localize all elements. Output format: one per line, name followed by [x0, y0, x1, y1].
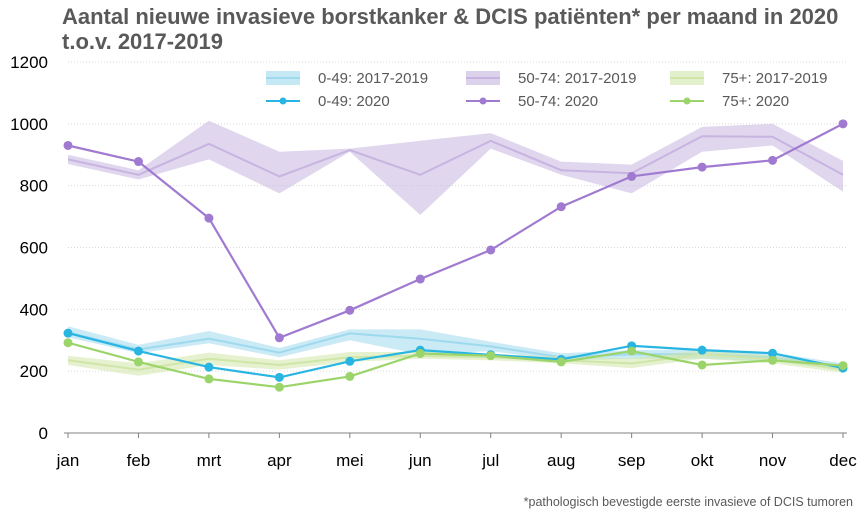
- x-tick-label: feb: [127, 451, 151, 470]
- data-point: [274, 382, 284, 392]
- data-point: [204, 213, 214, 223]
- x-tick-label: jan: [56, 451, 80, 470]
- x-tick-label: sep: [618, 451, 645, 470]
- band-area: [68, 120, 843, 215]
- legend-label: 0-49: 2020: [318, 93, 390, 110]
- data-point: [415, 349, 425, 359]
- x-tick-label: nov: [759, 451, 787, 470]
- data-point: [486, 351, 496, 361]
- x-tick-label: jun: [408, 451, 432, 470]
- data-point: [345, 371, 355, 381]
- y-tick-label: 800: [20, 177, 48, 196]
- data-point: [556, 357, 566, 367]
- x-tick-label: apr: [267, 451, 292, 470]
- y-tick-label: 1200: [10, 53, 48, 72]
- data-point: [768, 355, 778, 365]
- data-point: [345, 356, 355, 366]
- data-point: [486, 245, 496, 255]
- legend-label: 50-74: 2017-2019: [518, 70, 636, 87]
- data-point: [556, 202, 566, 212]
- legend-swatch-marker: [279, 97, 287, 105]
- y-tick-label: 600: [20, 239, 48, 258]
- x-tick-label: dec: [829, 451, 857, 470]
- band-mid-line: [67, 353, 844, 371]
- y-tick-label: 0: [39, 424, 48, 443]
- x-tick-label: mei: [336, 451, 363, 470]
- chart-title: Aantal nieuwe invasieve borstkanker & DC…: [62, 4, 839, 54]
- x-tick-label: mrt: [197, 451, 222, 470]
- series-line: [67, 122, 844, 340]
- data-point: [204, 362, 214, 372]
- data-point: [697, 360, 707, 370]
- data-point: [768, 348, 778, 358]
- chart-footnote: *pathologisch bevestigde eerste invasiev…: [523, 495, 853, 509]
- data-point: [63, 338, 73, 348]
- data-point: [274, 372, 284, 382]
- data-point: [838, 361, 848, 371]
- data-point: [697, 345, 707, 355]
- band-area: [68, 350, 843, 376]
- data-point: [838, 119, 848, 129]
- legend-label: 50-74: 2020: [518, 93, 598, 110]
- data-point: [627, 171, 637, 181]
- y-tick-label: 400: [20, 300, 48, 319]
- legend-swatch-marker: [479, 97, 487, 105]
- series-line: [67, 332, 844, 379]
- data-point: [345, 305, 355, 315]
- y-tick-label: 200: [20, 362, 48, 381]
- data-point: [133, 157, 143, 167]
- data-point: [63, 328, 73, 338]
- x-tick-label: jul: [481, 451, 499, 470]
- legend-label: 0-49: 2017-2019: [318, 70, 428, 87]
- x-tick-label: okt: [691, 451, 714, 470]
- data-point: [204, 374, 214, 384]
- data-point: [133, 346, 143, 356]
- legend-label: 75+: 2017-2019: [722, 70, 828, 87]
- legend-swatch-marker: [683, 97, 691, 105]
- data-point: [133, 357, 143, 367]
- y-tick-label: 1000: [10, 115, 48, 134]
- band-mid-line: [67, 135, 844, 178]
- data-point: [627, 346, 637, 356]
- data-point: [63, 140, 73, 150]
- series-line: [67, 341, 844, 389]
- data-point: [415, 274, 425, 284]
- data-point: [768, 155, 778, 165]
- legend-label: 75+: 2020: [722, 93, 789, 110]
- data-point: [274, 333, 284, 343]
- x-tick-label: aug: [547, 451, 575, 470]
- data-point: [697, 162, 707, 172]
